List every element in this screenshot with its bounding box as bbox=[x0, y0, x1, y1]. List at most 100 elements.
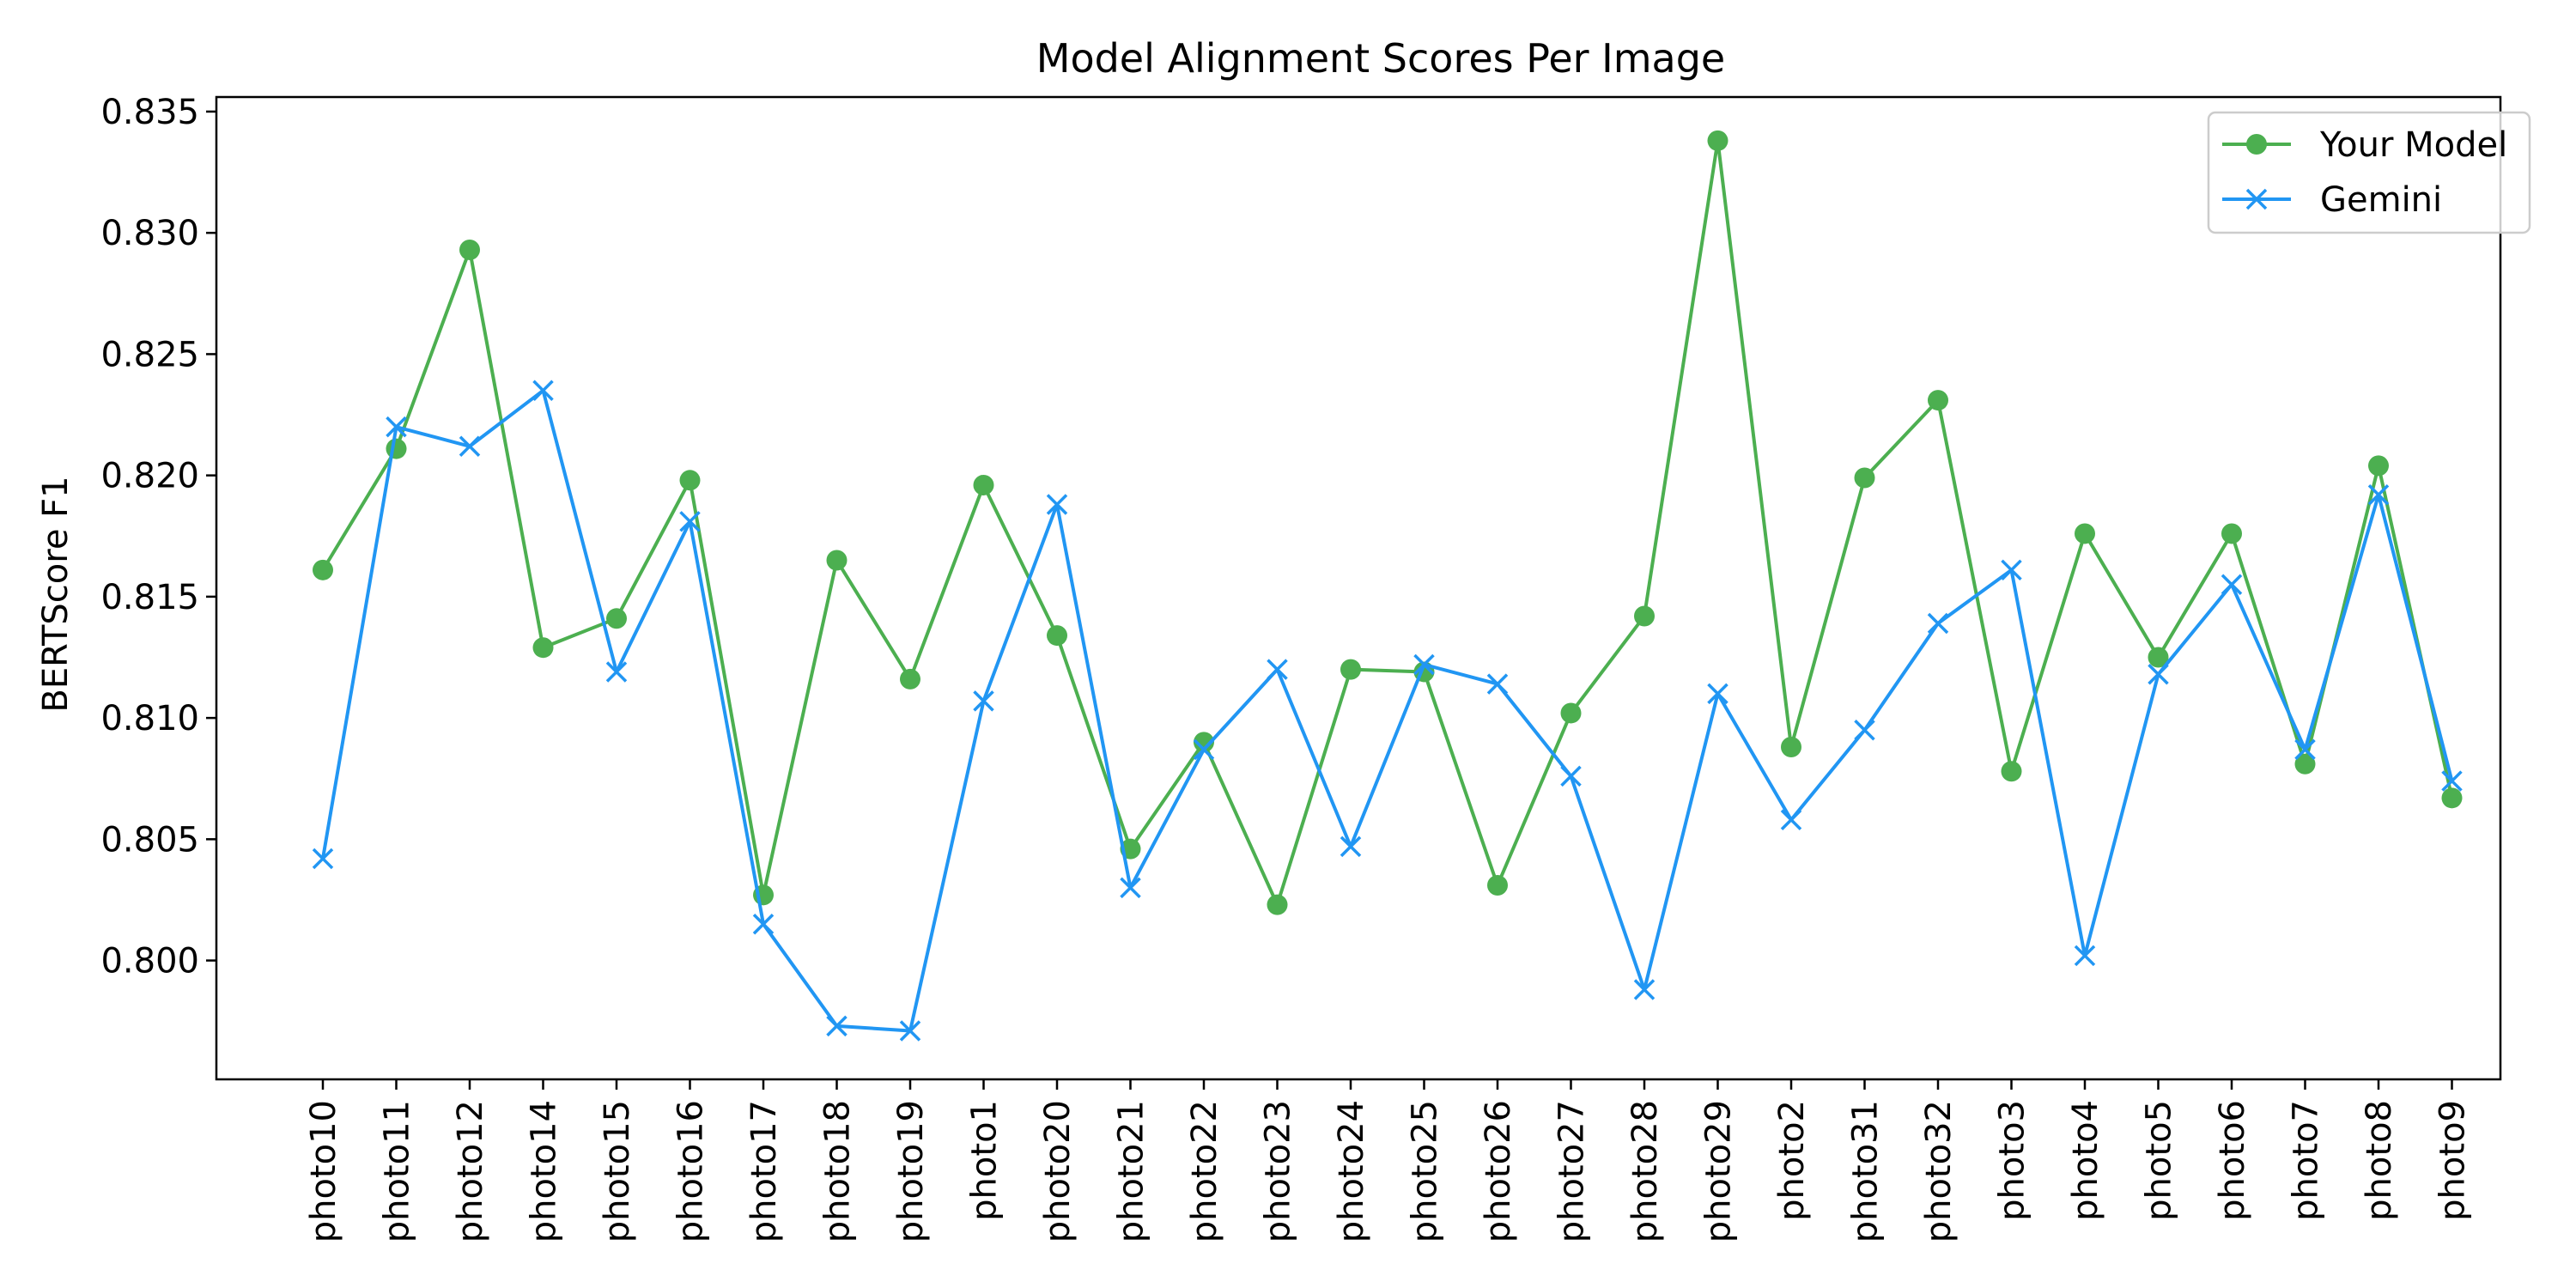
x-tick-label: photo20 bbox=[1038, 1100, 1078, 1242]
series-line bbox=[321, 138, 2454, 907]
series-line bbox=[321, 388, 2454, 1033]
x-tick-label: photo4 bbox=[2066, 1100, 2105, 1221]
data-point bbox=[1927, 612, 1949, 635]
x-tick-label: photo7 bbox=[2287, 1100, 2326, 1221]
x-tick-label: photo26 bbox=[1479, 1100, 1518, 1242]
x-tick-label: photo6 bbox=[2213, 1100, 2252, 1221]
data-point bbox=[2441, 787, 2463, 809]
y-tick-label: 0.830 bbox=[100, 214, 199, 253]
x-tick-label: photo23 bbox=[1259, 1100, 1298, 1242]
x-tick-label: photo11 bbox=[378, 1100, 417, 1242]
x-tick-label: photo14 bbox=[525, 1100, 564, 1242]
data-point bbox=[2074, 945, 2096, 967]
x-tick-label: photo28 bbox=[1625, 1100, 1665, 1242]
data-point bbox=[2001, 761, 2022, 782]
data-point bbox=[1634, 605, 1655, 627]
data-point bbox=[1928, 390, 1948, 411]
data-point bbox=[1707, 130, 1728, 151]
data-point bbox=[1267, 894, 1288, 915]
x-tick-label: photo8 bbox=[2360, 1100, 2399, 1221]
y-tick-label: 0.815 bbox=[100, 578, 199, 617]
data-point bbox=[1854, 467, 1875, 489]
data-point bbox=[1633, 979, 1656, 1000]
data-point bbox=[1560, 702, 1582, 724]
legend-label: Gemini bbox=[2320, 180, 2442, 220]
x-tick-label: photo19 bbox=[891, 1100, 931, 1242]
data-point bbox=[2368, 455, 2389, 477]
x-tick-label: photo12 bbox=[451, 1100, 490, 1242]
data-point bbox=[1487, 875, 1508, 896]
data-point bbox=[1854, 720, 1875, 741]
x-tick-label: photo15 bbox=[598, 1100, 637, 1242]
data-point bbox=[1707, 683, 1728, 705]
data-point bbox=[1047, 625, 1067, 647]
chart-title: Model Alignment Scores Per Image bbox=[1036, 35, 1725, 82]
data-point bbox=[313, 559, 333, 580]
data-point bbox=[973, 474, 994, 495]
data-point bbox=[1780, 809, 1802, 830]
x-axis: photo10 photo11 photo12 photo14 photo15 photo… bbox=[304, 1079, 2473, 1242]
data-point bbox=[2075, 523, 2095, 544]
x-tick-label: photo2 bbox=[1772, 1100, 1812, 1221]
y-tick-label: 0.800 bbox=[100, 942, 199, 981]
y-tick-label: 0.825 bbox=[100, 335, 199, 374]
legend: Your Model Gemini bbox=[2207, 111, 2531, 234]
x-tick-label: photo16 bbox=[671, 1100, 711, 1242]
data-point bbox=[2148, 664, 2169, 685]
data-point bbox=[1560, 765, 1582, 787]
series-layer bbox=[312, 130, 2463, 1042]
legend-item: Your Model bbox=[2222, 125, 2507, 165]
data-point bbox=[532, 637, 554, 659]
x-tick-label: photo27 bbox=[1552, 1100, 1592, 1242]
legend-marker bbox=[2245, 188, 2268, 210]
x-tick-label: photo17 bbox=[744, 1100, 784, 1242]
x-tick-label: photo31 bbox=[1846, 1100, 1886, 1242]
x-tick-label: photo32 bbox=[1919, 1100, 1959, 1242]
x-tick-label: photo29 bbox=[1699, 1100, 1739, 1242]
data-point bbox=[679, 511, 701, 532]
data-point bbox=[1340, 659, 1361, 680]
data-point bbox=[826, 1015, 848, 1037]
x-tick-label: photo3 bbox=[1993, 1100, 2032, 1221]
data-point bbox=[459, 435, 481, 457]
data-point bbox=[532, 380, 554, 402]
data-point bbox=[2294, 753, 2316, 775]
legend-item: Gemini bbox=[2222, 180, 2442, 220]
x-tick-label: photo5 bbox=[2140, 1100, 2179, 1221]
data-point bbox=[973, 690, 994, 712]
data-point bbox=[752, 913, 775, 935]
data-point bbox=[1413, 653, 1435, 676]
data-point bbox=[1193, 738, 1215, 761]
plot-frame bbox=[215, 95, 2502, 1081]
data-point bbox=[900, 668, 920, 690]
data-point bbox=[2367, 484, 2390, 506]
data-point bbox=[1486, 673, 1509, 695]
data-point bbox=[312, 848, 334, 870]
data-point bbox=[1267, 659, 1288, 680]
x-tick-label: photo24 bbox=[1332, 1100, 1371, 1242]
data-point bbox=[386, 416, 407, 438]
y-tick-label: 0.835 bbox=[100, 93, 199, 132]
y-tick-label: 0.805 bbox=[100, 820, 199, 860]
data-point bbox=[386, 438, 407, 459]
x-tick-label: photo25 bbox=[1406, 1100, 1445, 1242]
y-axis: 0.800 0.805 0.810 0.815 0.820 0.825 0.830 0.835 bbox=[100, 93, 216, 981]
data-point bbox=[459, 239, 480, 260]
data-point bbox=[1120, 877, 1141, 899]
x-tick-label: photo18 bbox=[818, 1100, 858, 1242]
data-point bbox=[1340, 835, 1362, 858]
x-tick-label: photo21 bbox=[1112, 1100, 1151, 1242]
data-point bbox=[2441, 770, 2463, 792]
data-point bbox=[2221, 574, 2243, 596]
data-point bbox=[1194, 732, 1214, 753]
data-point bbox=[2294, 738, 2316, 761]
data-point bbox=[2221, 523, 2242, 544]
x-tick-label: photo22 bbox=[1185, 1100, 1224, 1242]
y-tick-label: 0.810 bbox=[100, 699, 199, 738]
data-point bbox=[826, 550, 848, 571]
data-point bbox=[606, 608, 627, 629]
data-point bbox=[1781, 737, 1801, 758]
data-point bbox=[2148, 647, 2169, 668]
